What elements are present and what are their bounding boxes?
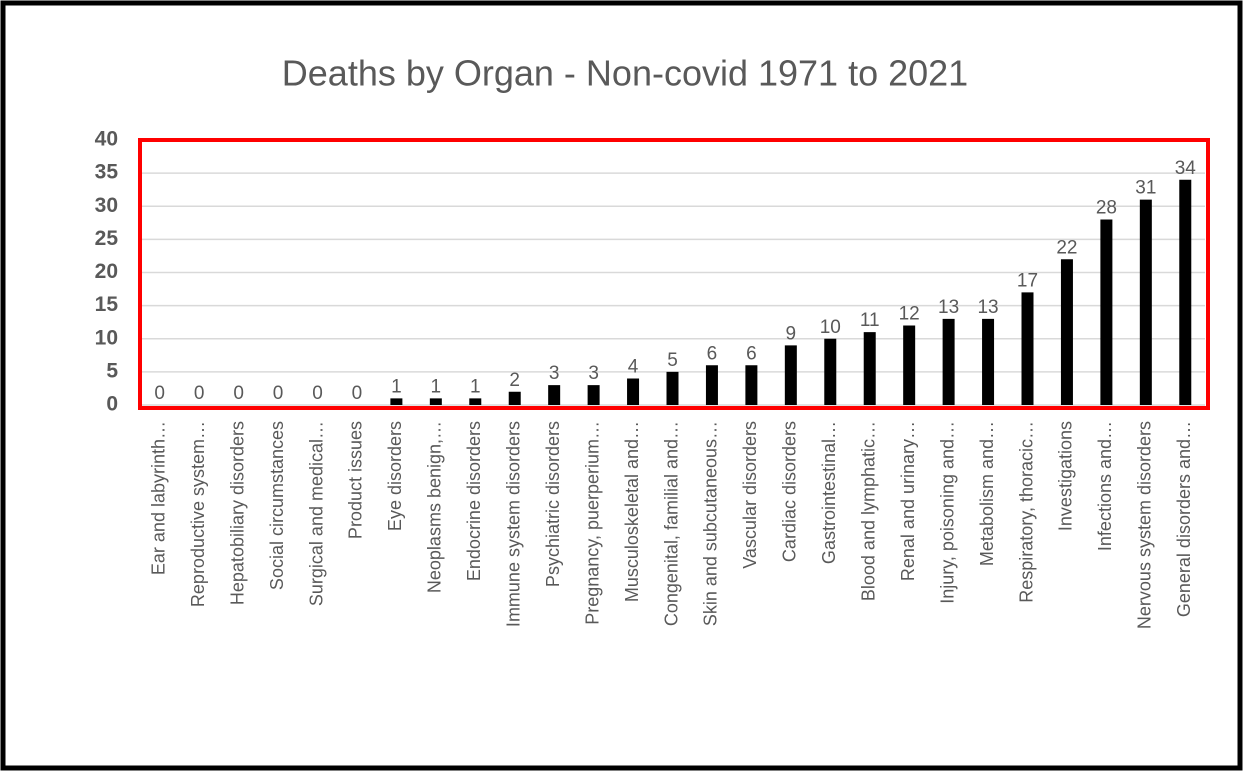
data-label: 5 <box>667 350 678 371</box>
x-tick-label: Social circumstances <box>267 421 287 590</box>
x-tick-label: Pregnancy, puerperium… <box>582 421 602 625</box>
data-label: 1 <box>470 376 481 397</box>
bar <box>824 338 837 405</box>
x-tick-label: Ear and labyrinth… <box>148 421 168 575</box>
bar <box>1179 179 1192 405</box>
x-tick-label: Cardiac disorders <box>780 421 800 562</box>
x-tick-label: Musculoskeletal and… <box>622 421 642 602</box>
y-tick-label: 25 <box>95 227 119 250</box>
data-label: 34 <box>1175 158 1197 179</box>
x-tick-label: Vascular disorders <box>740 421 760 569</box>
data-label: 1 <box>431 376 442 397</box>
data-label: 12 <box>899 304 920 325</box>
bar <box>863 332 876 405</box>
data-label: 13 <box>938 297 959 318</box>
data-label: 3 <box>588 363 599 384</box>
data-label: 4 <box>628 357 639 378</box>
y-tick-label: 30 <box>95 194 118 217</box>
data-label: 0 <box>194 383 205 404</box>
data-label: 0 <box>312 383 323 404</box>
y-tick-label: 20 <box>95 260 118 283</box>
bar <box>469 398 482 405</box>
y-tick-label: 5 <box>106 359 118 382</box>
x-tick-label: Hepatobiliary disorders <box>227 421 247 605</box>
data-label: 11 <box>860 310 880 331</box>
x-tick-label: Gastrointestinal… <box>819 421 839 564</box>
bar <box>1139 199 1152 405</box>
x-tick-label: Product issues <box>346 421 366 539</box>
y-tick-label: 15 <box>95 293 119 316</box>
highlight-box <box>138 138 1210 410</box>
data-label: 13 <box>977 297 998 318</box>
x-tick-label: Endocrine disorders <box>464 421 484 581</box>
bar <box>1060 259 1073 405</box>
bar <box>982 318 995 405</box>
x-tick-label: Nervous system disorders <box>1135 421 1155 629</box>
x-tick-label: Investigations <box>1056 421 1076 531</box>
data-label: 6 <box>746 343 757 364</box>
x-tick-label: Psychiatric disorders <box>543 421 563 587</box>
y-tick-label: 10 <box>95 326 118 349</box>
chart-title: Deaths by Organ - Non-covid 1971 to 2021 <box>282 53 968 94</box>
y-tick-label: 0 <box>106 393 118 416</box>
data-label: 2 <box>509 370 520 391</box>
data-label: 0 <box>154 383 165 404</box>
data-label: 31 <box>1135 178 1156 199</box>
x-tick-label: Respiratory, thoracic… <box>1016 421 1036 603</box>
bar <box>390 398 403 405</box>
x-tick-label: Metabolism and… <box>977 421 997 566</box>
y-tick-label: 35 <box>95 161 119 184</box>
bar <box>429 398 442 405</box>
bar <box>548 385 561 405</box>
data-label: 6 <box>707 343 718 364</box>
x-tick-label: Congenital, familial and… <box>661 421 681 626</box>
x-tick-label: Skin and subcutaneous… <box>701 421 721 626</box>
bar <box>666 371 679 405</box>
x-tick-label: Surgical and medical… <box>306 421 326 606</box>
data-label: 0 <box>352 383 363 404</box>
data-label: 28 <box>1096 198 1117 219</box>
bar <box>942 318 955 405</box>
x-tick-label: Immune system disorders <box>503 421 523 627</box>
bar <box>784 345 797 405</box>
data-label: 10 <box>820 317 841 338</box>
x-tick-label: Injury, poisoning and… <box>937 421 957 604</box>
x-tick-label: Neoplasms benign,… <box>425 421 445 593</box>
x-tick-label: General disorders and… <box>1174 421 1194 617</box>
x-tick-label: Blood and lymphatic… <box>858 421 878 601</box>
data-label: 17 <box>1017 270 1038 291</box>
bar <box>1100 219 1113 405</box>
x-tick-label: Infections and… <box>1095 421 1115 551</box>
data-label: 22 <box>1056 237 1077 258</box>
data-label: 1 <box>391 376 402 397</box>
bar <box>627 378 640 405</box>
y-tick-label: 40 <box>95 128 118 151</box>
data-label: 9 <box>786 323 797 344</box>
x-tick-label: Reproductive system… <box>188 421 208 607</box>
x-tick-label: Renal and urinary… <box>898 421 918 581</box>
bar <box>508 391 521 405</box>
x-tick-label: Eye disorders <box>385 421 405 531</box>
bar <box>1021 292 1034 405</box>
bar <box>903 325 916 405</box>
data-label: 0 <box>273 383 284 404</box>
data-label: 3 <box>549 363 560 384</box>
bar <box>745 365 758 405</box>
bar <box>587 385 600 405</box>
bar <box>705 365 718 405</box>
data-label: 0 <box>233 383 244 404</box>
